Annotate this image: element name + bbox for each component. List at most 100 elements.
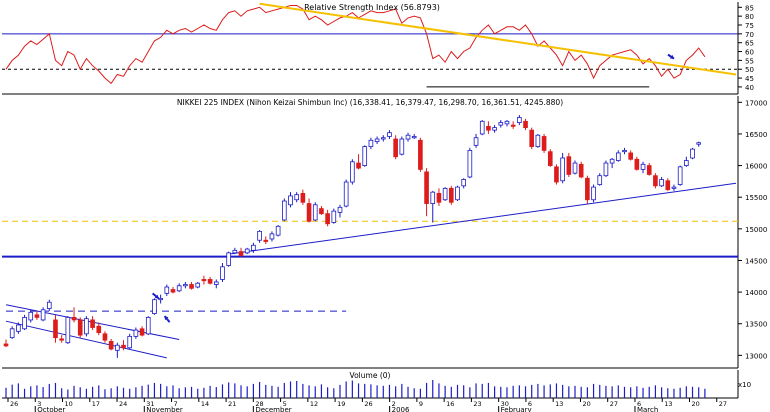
price-annotation-arrow-up-head bbox=[164, 316, 169, 321]
candle-body bbox=[251, 244, 256, 251]
candle-body bbox=[387, 132, 392, 137]
candle-body bbox=[405, 134, 411, 140]
day-label: 6 bbox=[528, 400, 532, 408]
candle-body bbox=[356, 162, 361, 169]
candle-body bbox=[684, 160, 689, 166]
candle-body bbox=[189, 284, 194, 289]
candle-body bbox=[461, 179, 466, 187]
candle-body bbox=[213, 281, 219, 285]
day-label: 26 bbox=[364, 400, 372, 408]
candle-body bbox=[158, 298, 163, 301]
candle-body bbox=[3, 343, 9, 347]
rsi-tick-label: 45 bbox=[745, 75, 754, 83]
candle-body bbox=[145, 316, 151, 335]
candle-body bbox=[53, 319, 58, 339]
candle-body bbox=[529, 129, 535, 148]
price-panel: 13000 13500 14000 14500 15000 15500 16000 16500… bbox=[2, 96, 767, 369]
month-label: March bbox=[637, 406, 658, 412]
price-tick-label: 13500 bbox=[745, 321, 767, 329]
candle-body bbox=[127, 335, 133, 349]
day-label: 20 bbox=[691, 400, 699, 408]
volume-unit-label: x10 bbox=[738, 381, 751, 389]
rsi-tick-label: 65 bbox=[745, 40, 754, 48]
price-tick-label: 14000 bbox=[745, 289, 767, 297]
candle-body bbox=[102, 333, 108, 341]
day-label: 26 bbox=[10, 400, 18, 408]
candle-body bbox=[566, 156, 572, 175]
candle-body bbox=[263, 239, 269, 242]
rsi-tick-label: 60 bbox=[745, 49, 754, 57]
candle-body bbox=[424, 171, 429, 204]
month-label: October bbox=[37, 406, 65, 412]
candle-body bbox=[374, 138, 380, 142]
candle-body bbox=[362, 146, 368, 166]
candle-body bbox=[492, 127, 497, 131]
candle-body bbox=[300, 193, 306, 203]
price-annotation-arrow-down-head bbox=[154, 294, 159, 299]
candle-body bbox=[671, 186, 677, 189]
candle-body bbox=[504, 120, 510, 125]
month-label: December bbox=[255, 406, 291, 412]
candle-body bbox=[696, 142, 702, 145]
candle-body bbox=[288, 195, 293, 206]
rsi-tick-label: 55 bbox=[745, 57, 754, 65]
candle-body bbox=[232, 249, 238, 254]
candle-body bbox=[343, 181, 349, 207]
candle-body bbox=[170, 289, 176, 293]
candle-body bbox=[34, 314, 40, 318]
day-label: 17 bbox=[92, 400, 100, 408]
candle-body bbox=[380, 137, 386, 140]
candle-body bbox=[16, 324, 21, 332]
day-label: 10 bbox=[65, 400, 73, 408]
candle-body bbox=[275, 225, 281, 236]
price-title: NIKKEI 225 INDEX (Nihon Keizai Shimbun I… bbox=[177, 98, 563, 107]
candle-body bbox=[77, 319, 83, 336]
day-label: 27 bbox=[610, 400, 618, 408]
candle-body bbox=[121, 344, 126, 349]
price-tick-label: 16000 bbox=[745, 163, 767, 171]
price-tick-label: 14500 bbox=[745, 257, 767, 265]
candle-body bbox=[294, 194, 300, 201]
day-label: 6 bbox=[637, 400, 641, 408]
candle-body bbox=[622, 149, 627, 153]
candle-body bbox=[473, 137, 479, 146]
day-label: 31 bbox=[146, 400, 154, 408]
candle-body bbox=[269, 233, 275, 240]
candle-body bbox=[28, 311, 34, 321]
day-label: 13 bbox=[664, 400, 672, 408]
candle-body bbox=[646, 165, 652, 175]
candle-body bbox=[572, 162, 578, 174]
day-label: 24 bbox=[119, 400, 127, 408]
candle-body bbox=[337, 206, 343, 213]
candle-body bbox=[510, 124, 516, 127]
candle-body bbox=[368, 139, 374, 148]
month-label: November bbox=[146, 406, 183, 412]
candle-body bbox=[677, 166, 683, 185]
candle-body bbox=[498, 122, 504, 126]
candle-body bbox=[591, 186, 596, 201]
candle-body bbox=[634, 158, 640, 170]
candle-body bbox=[690, 148, 695, 159]
candle-body bbox=[455, 186, 460, 201]
candle-body bbox=[448, 187, 454, 203]
candle-body bbox=[615, 152, 621, 161]
day-label: 23 bbox=[473, 400, 481, 408]
day-label: 9 bbox=[419, 400, 423, 408]
day-label: 21 bbox=[228, 400, 236, 408]
candle-body bbox=[411, 136, 417, 139]
candle-body bbox=[201, 279, 207, 282]
day-label: 12 bbox=[310, 400, 318, 408]
candle-body bbox=[90, 319, 95, 328]
candle-body bbox=[71, 316, 77, 321]
candle-body bbox=[430, 191, 436, 204]
day-label: 28 bbox=[255, 400, 263, 408]
candle-body bbox=[467, 149, 473, 178]
day-label: 13 bbox=[555, 400, 563, 408]
day-label: 3 bbox=[37, 400, 41, 408]
candle-body bbox=[46, 301, 52, 309]
candle-body bbox=[84, 318, 89, 335]
trendline bbox=[5, 320, 167, 359]
candle-body bbox=[207, 279, 213, 284]
candle-body bbox=[22, 316, 27, 330]
